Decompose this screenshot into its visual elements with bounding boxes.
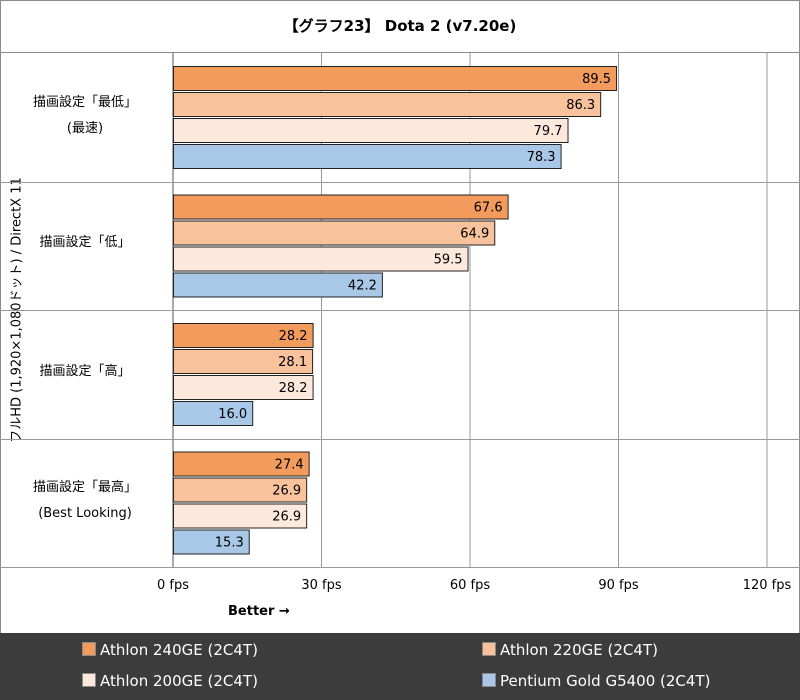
bar (173, 349, 314, 374)
bar-value-label: 28.2 (279, 329, 308, 344)
legend-swatch-pentium-g5400 (482, 673, 496, 687)
better-direction-label: Better → (228, 604, 290, 619)
x-tick-label-120: 120 fps (742, 578, 792, 593)
category-label-line1: 描画設定「最低」 (32, 95, 137, 110)
x-tick-label-30: 30 fps (301, 578, 342, 593)
bar (173, 220, 496, 246)
legend-label-athlon-200ge: Athlon 200GE (2C4T) (100, 672, 258, 690)
category-label-line1: 描画設定「高」 (39, 364, 131, 379)
bar-value-label: 26.9 (272, 484, 301, 499)
legend-item-pentium-g5400: Pentium Gold G5400 (2C4T) (482, 671, 710, 691)
bar (173, 66, 618, 91)
bar (173, 477, 308, 503)
bar-value-label: 86.3 (566, 98, 595, 113)
legend-label-athlon-220ge: Athlon 220GE (2C4T) (500, 641, 658, 659)
bar (173, 401, 254, 426)
legend-item-athlon-200ge: Athlon 200GE (2C4T) (82, 671, 258, 691)
category-label-lowest: 描画設定「最低」 (最速) (0, 90, 170, 142)
bar-value-label: 16.0 (218, 407, 247, 422)
category-label-low: 描画設定「低」 (0, 230, 170, 256)
legend-swatch-athlon-240ge (82, 642, 96, 656)
legend-item-athlon-240ge: Athlon 240GE (2C4T) (82, 640, 258, 660)
bar (173, 529, 250, 555)
legend-label-pentium-g5400: Pentium Gold G5400 (2C4T) (500, 672, 711, 690)
bar (173, 272, 383, 298)
category-label-line1: 描画設定「低」 (39, 235, 131, 250)
bar-value-label: 28.1 (278, 355, 307, 370)
x-tick-label-90: 90 fps (598, 578, 639, 593)
chart-title: 【グラフ23】 Dota 2 (v7.20e) (283, 17, 517, 35)
bar (173, 194, 509, 220)
bar-value-label: 15.3 (215, 536, 244, 551)
legend-swatch-athlon-200ge (82, 673, 96, 687)
category-label-line2: (最速) (66, 121, 104, 136)
bar-value-label: 27.4 (275, 458, 304, 473)
bar-value-label: 89.5 (582, 72, 611, 87)
category-label-line1: 描画設定「最高」 (32, 480, 137, 495)
bar (173, 144, 562, 169)
bar-value-label: 28.2 (279, 381, 308, 396)
bar (173, 246, 469, 272)
bar-value-label: 79.7 (534, 124, 563, 139)
x-tick-label-0: 0 fps (156, 578, 189, 593)
legend-item-athlon-220ge: Athlon 220GE (2C4T) (482, 640, 658, 660)
category-label-high: 描画設定「高」 (0, 359, 170, 385)
bar-value-label: 64.9 (460, 227, 489, 242)
legend-swatch-athlon-220ge (482, 642, 496, 656)
category-label-highest: 描画設定「最高」 (Best Looking) (0, 475, 170, 527)
legend: Athlon 240GE (2C4T) Athlon 220GE (2C4T) … (0, 633, 800, 700)
bar (173, 323, 314, 348)
title-divider (0, 52, 800, 53)
legend-label-athlon-240ge: Athlon 240GE (2C4T) (100, 641, 258, 659)
bar (173, 118, 569, 143)
bar (173, 451, 310, 477)
bar-value-label: 26.9 (272, 510, 301, 525)
bar-value-label: 78.3 (527, 150, 556, 165)
bar-value-label: 67.6 (474, 201, 503, 216)
category-label-line2: (Best Looking) (38, 506, 132, 521)
bar-value-label: 42.2 (348, 279, 377, 294)
bar (173, 503, 308, 529)
bar-value-label: 59.5 (434, 253, 463, 268)
bar (173, 375, 314, 400)
plot-area: 89.5 86.379.7 78.3 67.6 64.9 59.5 42.2 28.2 28.1… (0, 53, 800, 568)
x-tick-label-60: 60 fps (449, 578, 491, 593)
bar (173, 92, 602, 117)
